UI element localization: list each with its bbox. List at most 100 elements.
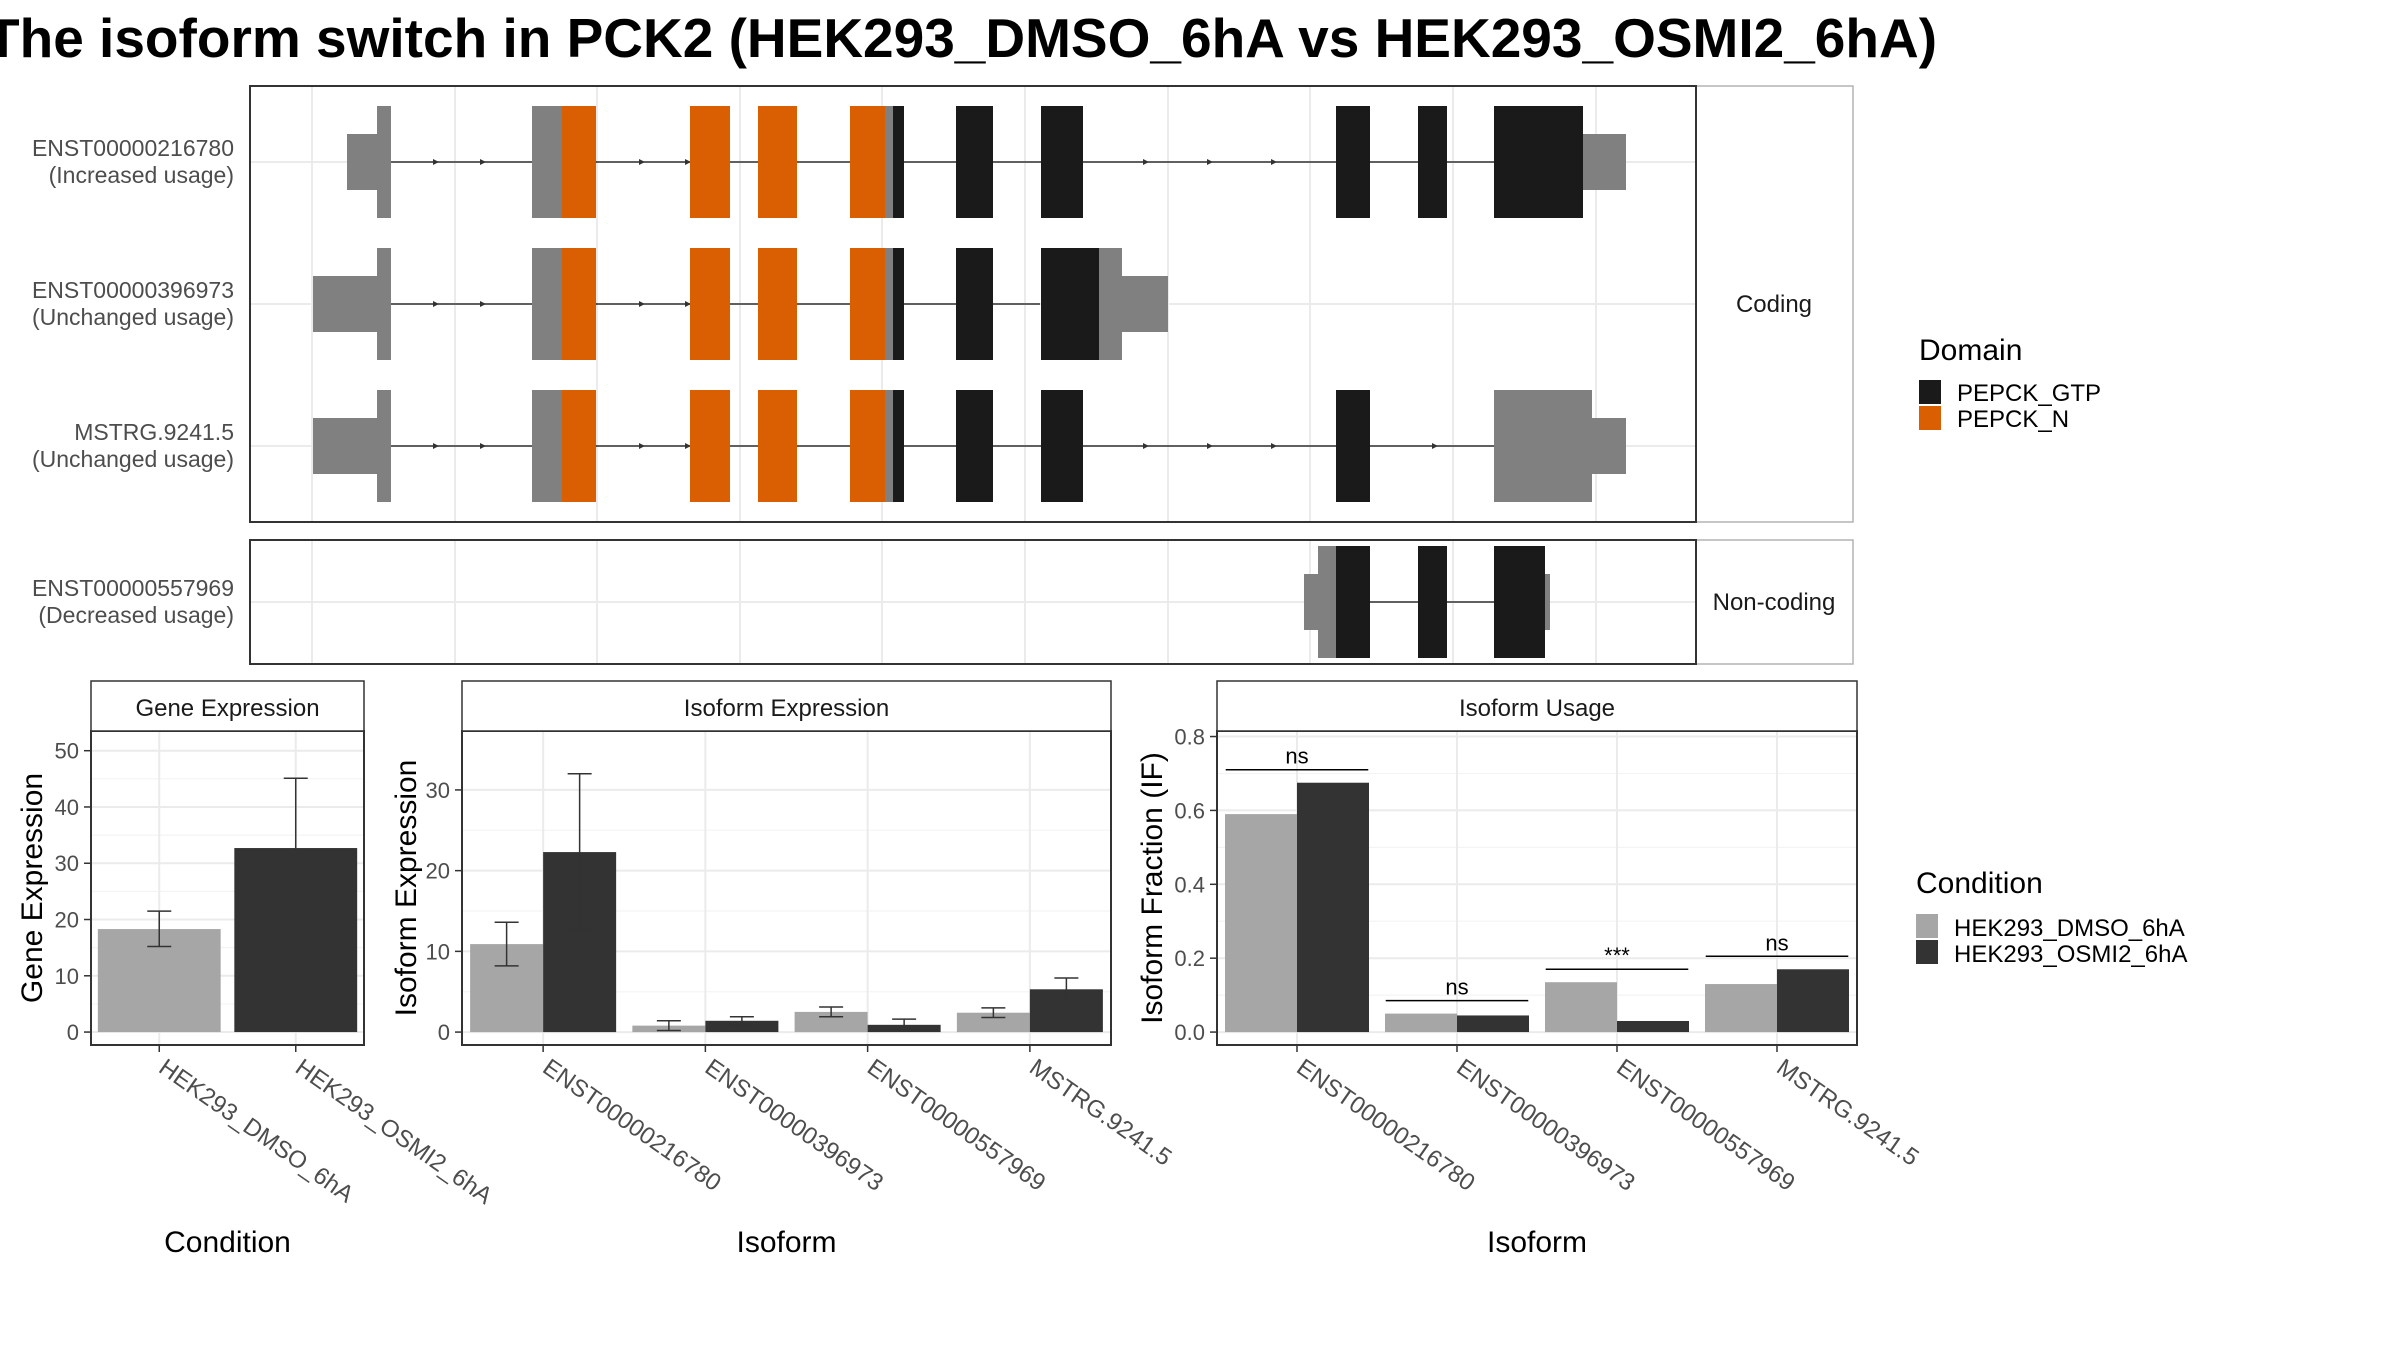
- y-tick-label: 10: [55, 964, 79, 989]
- strand-arrow: [480, 159, 486, 165]
- strand-arrow: [685, 443, 691, 449]
- y-axis-title: Isoform Fraction (IF): [1136, 752, 1169, 1024]
- significance-label: ns: [1285, 744, 1308, 769]
- y-tick-label: 40: [55, 795, 79, 820]
- legend-key-pepck-gtp: [1919, 380, 1941, 404]
- strand-arrow: [639, 301, 645, 307]
- panel-strip: [461, 680, 1112, 732]
- significance-label: ***: [1604, 943, 1630, 968]
- x-tick-label: MSTRG.9241.5: [1024, 1054, 1176, 1172]
- utr-exon: [885, 106, 893, 218]
- bar: [794, 1011, 868, 1033]
- utr-exon: [1545, 574, 1550, 630]
- pepck-gtp-exon: [1041, 390, 1083, 502]
- transcript-id: ENST00000557969: [32, 575, 234, 601]
- facet-label: Non-coding: [1713, 589, 1836, 616]
- y-tick-label: 0: [438, 1020, 450, 1045]
- pepck-gtp-exon: [1336, 546, 1370, 658]
- strand-arrow: [433, 443, 439, 449]
- legend-key-pepck-n: [1919, 406, 1941, 430]
- transcript-usage-note: (Unchanged usage): [32, 446, 234, 472]
- isoform-usage-chart: 0.00.20.40.60.8ENST00000216780ENST000003…: [1136, 680, 1924, 1259]
- bar: [1297, 782, 1369, 1033]
- bar: [1705, 984, 1777, 1033]
- bar: [1617, 1020, 1689, 1033]
- y-tick-label: 20: [55, 908, 79, 933]
- significance-label: ns: [1765, 930, 1788, 955]
- bar: [1777, 969, 1849, 1033]
- y-tick-label: 30: [426, 778, 450, 803]
- pepck-gtp-exon: [1041, 248, 1100, 360]
- x-tick-label: ENST00000396973: [700, 1054, 888, 1197]
- condition-legend-title: Condition: [1916, 867, 2043, 900]
- y-axis-title: Isoform Expression: [390, 760, 423, 1017]
- pepck-n-exon: [850, 106, 885, 218]
- y-tick-label: 0.6: [1174, 798, 1205, 823]
- strand-arrow: [433, 301, 439, 307]
- isoform-expression-chart: 0 10 20 30 ENST00000216780ENST00000396973ENS…: [390, 680, 1177, 1259]
- strand-arrow: [480, 301, 486, 307]
- strand-arrow: [480, 443, 486, 449]
- y-tick-label: 0.8: [1174, 725, 1205, 750]
- panel-title: Isoform Expression: [684, 695, 889, 722]
- y-tick-label: 0.2: [1174, 946, 1205, 971]
- y-tick-label: 30: [55, 851, 79, 876]
- facet-label: Coding: [1736, 291, 1812, 318]
- domain-legend: Domain PEPCK_GTP PEPCK_N: [1919, 334, 2101, 433]
- utr-exon: [532, 248, 562, 360]
- strand-arrow: [1271, 443, 1277, 449]
- panel-strip: [90, 680, 365, 732]
- pepck-n-exon: [758, 390, 797, 502]
- transcript-id: MSTRG.9241.5: [74, 419, 234, 445]
- y-tick-label: 10: [426, 939, 450, 964]
- pepck-gtp-exon: [1418, 546, 1447, 658]
- panel-title: Isoform Usage: [1459, 695, 1615, 722]
- strand-arrow: [433, 159, 439, 165]
- x-tick-label: ENST00000557969: [862, 1054, 1050, 1197]
- y-tick-label: 0.0: [1174, 1020, 1205, 1045]
- legend-key-osmi2: [1916, 940, 1938, 964]
- structure-panel-frame: [249, 539, 1697, 665]
- bar: [1385, 1013, 1457, 1033]
- pepck-n-exon: [758, 248, 797, 360]
- pepck-gtp-exon: [1494, 546, 1545, 658]
- utr-exon: [377, 390, 391, 502]
- transcript-labels: ENST00000216780(Increased usage) ENST0000…: [32, 135, 234, 628]
- utr-exon: [1099, 248, 1122, 360]
- utr-exon: [313, 276, 378, 332]
- facet-strip: [1695, 539, 1854, 665]
- pepck-n-exon: [690, 106, 730, 218]
- strand-arrow: [639, 443, 645, 449]
- utr-exon: [347, 134, 378, 190]
- x-axis-title: Condition: [164, 1226, 291, 1259]
- significance-label: ns: [1445, 975, 1468, 1000]
- utr-exon: [1304, 574, 1318, 630]
- bar: [705, 1020, 779, 1033]
- utr-exon: [1318, 546, 1336, 658]
- transcript-structure-panel: Coding Non-coding: [249, 85, 1854, 665]
- pepck-n-exon: [690, 390, 730, 502]
- utr-exon: [885, 248, 893, 360]
- pepck-n-exon: [690, 248, 730, 360]
- pepck-gtp-exon: [1336, 390, 1370, 502]
- condition-legend: Condition HEK293_DMSO_6hA HEK293_OSMI2_6…: [1916, 867, 2187, 968]
- pepck-n-exon: [758, 106, 797, 218]
- legend-label-pepck-gtp: PEPCK_GTP: [1957, 380, 2101, 407]
- pepck-gtp-exon: [1336, 106, 1370, 218]
- plot-title: The isoform switch in PCK2 (HEK293_DMSO_…: [0, 7, 1937, 69]
- legend-label-pepck-n: PEPCK_N: [1957, 406, 2069, 433]
- structure-panel-frame: [249, 85, 1697, 523]
- strand-arrow: [685, 301, 691, 307]
- utr-exon: [885, 390, 893, 502]
- pepck-gtp-exon: [893, 248, 904, 360]
- strand-arrow: [1143, 443, 1149, 449]
- x-axis-title: Isoform: [736, 1226, 836, 1259]
- strand-arrow: [1432, 443, 1438, 449]
- pepck-gtp-exon: [1494, 106, 1583, 218]
- y-tick-label: 0.4: [1174, 872, 1205, 897]
- gene-expression-chart: 01020304050HEK293_DMSO_6hAHEK293_OSMI2_6…: [16, 680, 497, 1259]
- panel-strip: [1216, 680, 1858, 732]
- legend-label-osmi2: HEK293_OSMI2_6hA: [1954, 941, 2187, 968]
- x-axis-title: Isoform: [1487, 1226, 1587, 1259]
- utr-exon: [313, 418, 378, 474]
